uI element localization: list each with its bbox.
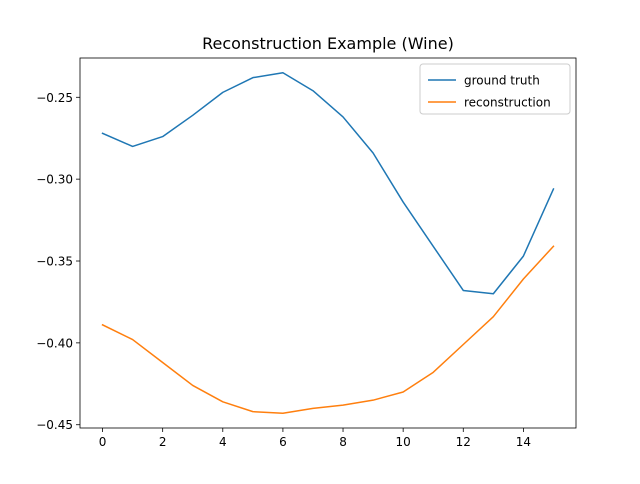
y-tick-label: −0.40 — [36, 336, 73, 350]
y-axis: −0.25 −0.30 −0.35 −0.40 −0.45 — [36, 91, 80, 432]
x-tick-label: 6 — [279, 435, 287, 449]
x-tick-label: 0 — [99, 435, 107, 449]
y-tick-label: −0.25 — [36, 91, 73, 105]
series-line-1 — [101, 245, 555, 415]
legend-label: reconstruction — [464, 96, 551, 110]
x-tick-label: 14 — [516, 435, 531, 449]
legend-box — [419, 63, 571, 115]
y-tick-label: −0.30 — [36, 173, 73, 187]
x-tick-label: 12 — [456, 435, 471, 449]
x-tick-label: 2 — [159, 435, 167, 449]
x-tick-label: 10 — [396, 435, 411, 449]
legend: ground truth reconstruction — [419, 63, 571, 115]
x-axis: 0 2 4 6 8 10 12 14 — [99, 428, 531, 449]
y-tick-label: −0.45 — [36, 418, 73, 432]
y-tick-label: −0.35 — [36, 255, 73, 269]
x-tick-label: 4 — [219, 435, 227, 449]
series-layer — [101, 71, 555, 415]
x-tick-label: 8 — [339, 435, 347, 449]
plot-frame — [79, 57, 577, 429]
chart-title: Reconstruction Example (Wine) — [202, 34, 454, 53]
legend-label: ground truth — [464, 74, 540, 88]
series-line-0 — [101, 71, 555, 295]
